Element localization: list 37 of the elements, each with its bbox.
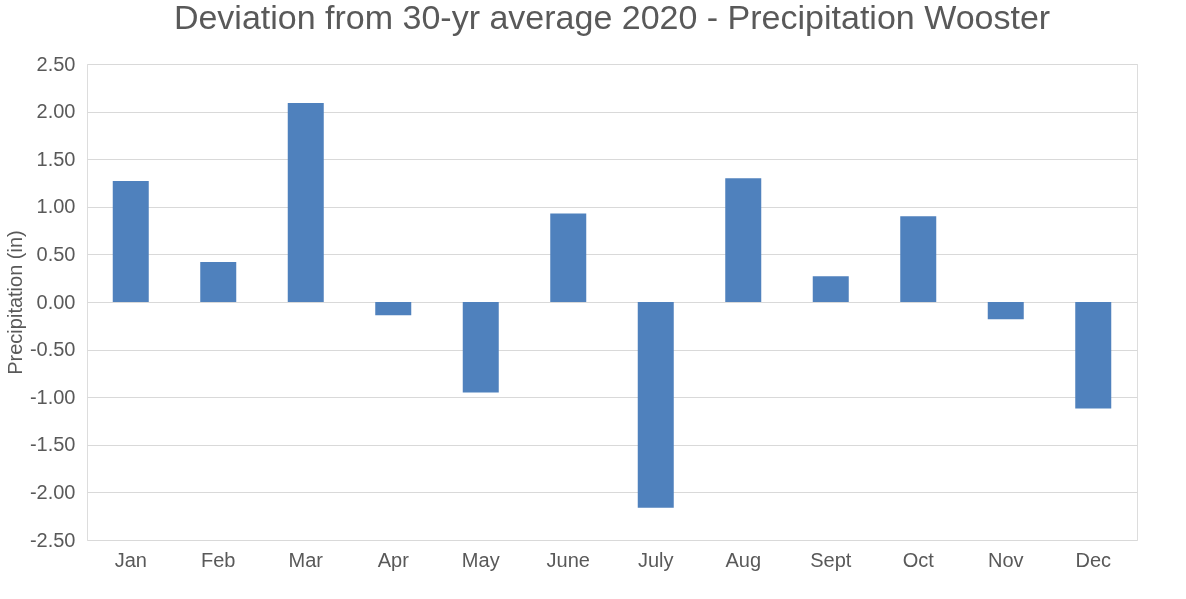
bar bbox=[812, 276, 849, 302]
y-tick-label: 1.00 bbox=[36, 195, 76, 218]
bar bbox=[550, 213, 587, 302]
bar bbox=[112, 181, 149, 302]
bar bbox=[200, 262, 237, 302]
x-tick-label: Oct bbox=[902, 548, 935, 571]
bar bbox=[900, 216, 937, 302]
x-tick-label: Nov bbox=[987, 548, 1024, 571]
x-tick-label: July bbox=[637, 548, 674, 571]
x-tick-label: June bbox=[546, 548, 590, 571]
x-tick-label: Feb bbox=[201, 548, 236, 571]
y-tick-label: 2.00 bbox=[36, 100, 76, 123]
y-tick-label: 2.50 bbox=[36, 52, 76, 75]
x-tick-label: May bbox=[461, 548, 500, 571]
x-tick-label: Apr bbox=[377, 548, 410, 571]
bar bbox=[462, 302, 499, 393]
chart-title: Deviation from 30-yr average 2020 - Precipitation Wooster bbox=[173, 0, 1051, 36]
y-tick-label: -1.00 bbox=[29, 385, 76, 408]
bar bbox=[287, 103, 324, 302]
bar bbox=[375, 302, 412, 316]
x-tick-label: Mar bbox=[288, 548, 324, 571]
bar bbox=[637, 302, 674, 508]
y-axis-title: Precipitation (in) bbox=[3, 230, 26, 375]
y-tick-label: 0.50 bbox=[36, 242, 76, 265]
y-tick-label: -2.50 bbox=[29, 528, 76, 551]
y-tick-label: -2.00 bbox=[29, 480, 76, 503]
x-tick-label: Dec bbox=[1075, 548, 1112, 571]
y-tick-label: -0.50 bbox=[29, 338, 76, 361]
bar bbox=[725, 178, 762, 302]
x-tick-label: Aug bbox=[725, 548, 762, 571]
y-tick-label: 0.00 bbox=[36, 290, 76, 313]
y-tick-label: 1.50 bbox=[36, 147, 76, 170]
bar bbox=[1075, 302, 1112, 409]
y-tick-label: -1.50 bbox=[29, 433, 76, 456]
x-tick-label: Jan bbox=[114, 548, 147, 571]
bar bbox=[987, 302, 1024, 320]
x-tick-label: Sept bbox=[810, 548, 852, 571]
